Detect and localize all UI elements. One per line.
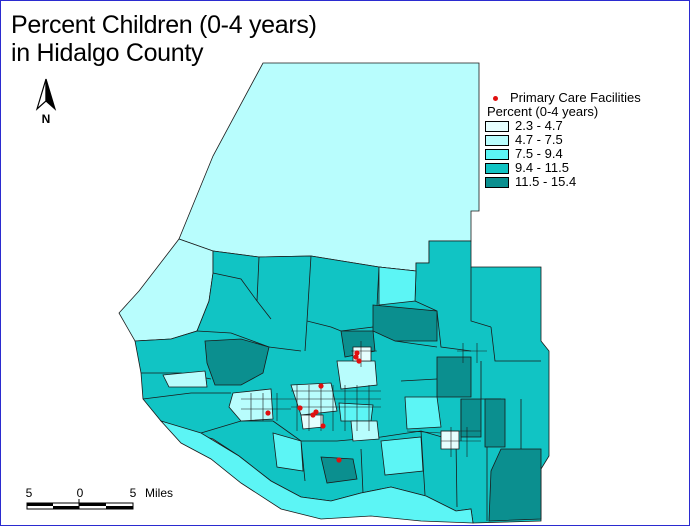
legend-class-row: 9.4 - 11.5	[485, 161, 641, 175]
legend: Primary Care Facilities Percent (0-4 yea…	[485, 91, 641, 189]
scale-label-right: 5	[130, 486, 137, 500]
scale-unit: Miles	[145, 486, 173, 500]
tract-dark-2	[372, 304, 438, 342]
legend-class-row: 11.5 - 15.4	[485, 175, 641, 189]
tract-dark-8	[320, 456, 358, 484]
facility-dots	[265, 350, 362, 463]
tract-light-4	[336, 360, 378, 390]
tract-dark-7	[488, 448, 542, 522]
legend-class-row: 4.7 - 7.5	[485, 133, 641, 147]
legend-class-label: 4.7 - 7.5	[515, 132, 563, 147]
legend-class-row: 2.3 - 4.7	[485, 119, 641, 133]
facility-dot-icon	[493, 96, 498, 102]
legend-class-row: 7.5 - 9.4	[485, 147, 641, 161]
tract-mid-1	[378, 266, 417, 306]
tract-light-5	[350, 420, 380, 442]
legend-swatch	[485, 177, 509, 189]
legend-heading: Percent (0-4 years)	[487, 104, 599, 119]
facility-dot	[354, 350, 360, 356]
facility-dot	[297, 405, 303, 411]
scale-label-left: 5	[26, 486, 33, 500]
scale-label-zero: 0	[77, 486, 84, 500]
tract-dark-6	[484, 398, 506, 448]
facility-dot	[353, 354, 359, 360]
scale-bar	[26, 499, 134, 510]
tract-mid-2	[159, 420, 474, 524]
title-line-2: in Hidalgo County	[11, 39, 204, 67]
facility-dot	[318, 383, 324, 389]
tract-light-1	[162, 370, 208, 388]
tract-north	[178, 62, 480, 272]
legend-class-label: 9.4 - 11.5	[515, 160, 569, 175]
title-line-1: Percent Children (0-4 years)	[11, 11, 317, 39]
legend-facilities-label: Primary Care Facilities	[510, 90, 641, 105]
north-arrow-icon	[35, 78, 57, 111]
tract-dark-1	[204, 338, 270, 386]
tract-mid-3	[404, 396, 442, 430]
facility-dot	[265, 410, 271, 416]
tract-mid-5	[272, 432, 304, 472]
legend-class-label: 11.5 - 15.4	[515, 174, 577, 189]
county-tracts	[118, 62, 550, 524]
legend-swatch	[485, 121, 509, 133]
legend-class-label: 7.5 - 9.4	[515, 146, 563, 161]
tract-lightest-3	[440, 430, 460, 450]
tract-dark-4	[436, 356, 472, 398]
legend-facilities-row: Primary Care Facilities	[485, 91, 641, 105]
map-title: Percent Children (0-4 years) in Hidalgo …	[11, 11, 317, 67]
facility-dot	[313, 409, 319, 415]
legend-class-label: 2.3 - 4.7	[515, 118, 563, 133]
facility-dot	[320, 423, 326, 429]
tract-mid-6	[338, 402, 374, 422]
legend-swatch	[485, 163, 509, 175]
facility-dot	[336, 457, 342, 463]
legend-swatch	[485, 149, 509, 161]
legend-classes: 2.3 - 4.7 4.7 - 7.5 7.5 - 9.4 9.4 - 11.5…	[485, 119, 641, 189]
facility-dot	[356, 358, 362, 364]
tract-mid-4	[380, 436, 424, 476]
legend-swatch	[485, 135, 509, 147]
tract-dark-5	[460, 398, 482, 438]
north-label: N	[42, 112, 51, 126]
